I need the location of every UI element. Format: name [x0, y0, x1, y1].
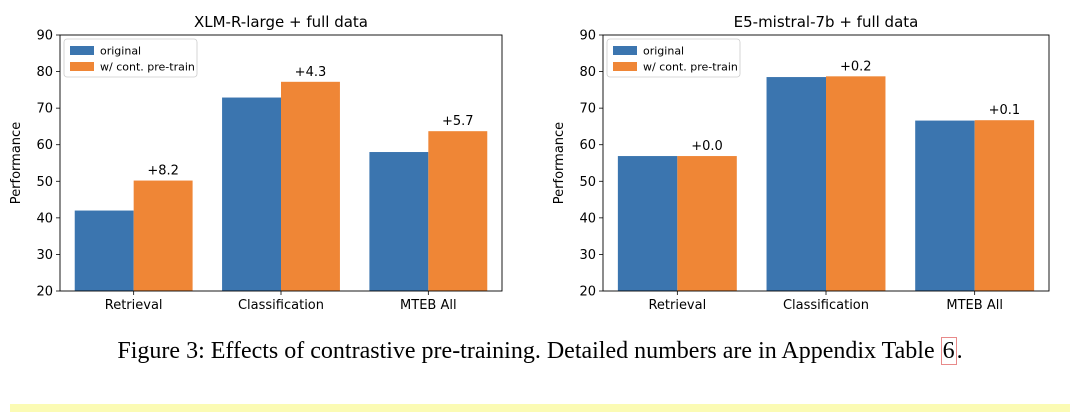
gain-label: +4.3 — [295, 65, 327, 80]
plot-frame — [59, 34, 503, 292]
bar-cont-pretrain-classification — [281, 81, 340, 291]
y-tick-label: 20 — [579, 285, 596, 300]
highlight-strip — [10, 404, 1070, 412]
x-tick-label: Classification — [783, 298, 869, 313]
caption-text: Figure 3: Effects of contrastive pre-tra… — [117, 338, 941, 364]
x-tick-label: Retrieval — [648, 298, 706, 313]
caption-end: . — [956, 338, 963, 364]
gain-label: +5.7 — [442, 114, 474, 129]
y-tick-label: 90 — [579, 29, 596, 44]
gain-label: +0.0 — [691, 139, 723, 154]
gain-label: +8.2 — [147, 164, 179, 179]
bar-original-mteb-all — [915, 120, 975, 291]
legend-label: w/ cont. pre-train — [100, 61, 195, 74]
chart-title: E5-mistral-7b + full data — [734, 13, 919, 31]
y-tick-label: 70 — [579, 102, 596, 117]
bar-original-classification — [222, 97, 281, 291]
legend-box — [63, 38, 198, 78]
y-tick-label: 30 — [36, 248, 53, 263]
y-axis-label: Performance — [552, 122, 567, 204]
figure-charts: XLM-R-large + full data +8.2 Retrieval +4.3… — [9, 13, 1050, 313]
bar-cont-pretrain-retrieval — [133, 180, 193, 291]
bar-cont-pretrain-mteb-all — [428, 131, 488, 291]
chart-1: XLM-R-large + full data +8.2 Retrieval +4.3… — [9, 13, 503, 313]
y-tick-label: 60 — [579, 138, 596, 153]
figure-caption: Figure 3: Effects of contrastive pre-tra… — [0, 337, 1080, 365]
legend-label: w/ cont. pre-train — [643, 61, 738, 74]
y-tick-label: 40 — [36, 211, 53, 226]
y-tick-label: 80 — [579, 65, 596, 80]
bar-original-retrieval — [617, 156, 678, 291]
legend-swatch — [613, 46, 637, 55]
y-tick-label: 70 — [36, 102, 53, 117]
y-tick-label: 40 — [579, 211, 596, 226]
x-tick-label: MTEB All — [400, 298, 457, 313]
legend-swatch — [613, 62, 637, 71]
bar-original-retrieval — [74, 210, 134, 291]
x-tick-label: Retrieval — [105, 298, 163, 313]
gain-label: +0.1 — [989, 103, 1021, 118]
x-tick-label: MTEB All — [946, 298, 1003, 313]
legend-swatch — [70, 46, 94, 55]
y-tick-label: 50 — [579, 175, 596, 190]
legend-swatch — [70, 62, 94, 71]
y-axis-label: Performance — [9, 122, 24, 204]
gain-label: +0.2 — [840, 59, 872, 74]
y-tick-label: 30 — [579, 248, 596, 263]
chart-title: XLM-R-large + full data — [194, 13, 368, 31]
y-tick-label: 80 — [36, 65, 53, 80]
y-tick-label: 20 — [36, 285, 53, 300]
plot-frame — [602, 34, 1050, 292]
x-tick-label: Classification — [238, 298, 324, 313]
bar-original-mteb-all — [369, 152, 429, 291]
legend-label: original — [100, 45, 141, 58]
legend-label: original — [643, 45, 684, 58]
table-reference-link[interactable]: 6 — [940, 337, 957, 365]
bar-original-classification — [766, 77, 826, 291]
bar-cont-pretrain-classification — [826, 76, 886, 291]
y-tick-label: 90 — [36, 29, 53, 44]
bar-cont-pretrain-retrieval — [677, 156, 737, 291]
y-tick-label: 50 — [36, 175, 53, 190]
legend-box — [606, 38, 741, 78]
chart-2: E5-mistral-7b + full data +0.0 Retrieval +0… — [552, 13, 1050, 313]
bar-cont-pretrain-mteb-all — [974, 120, 1035, 291]
y-tick-label: 60 — [36, 138, 53, 153]
